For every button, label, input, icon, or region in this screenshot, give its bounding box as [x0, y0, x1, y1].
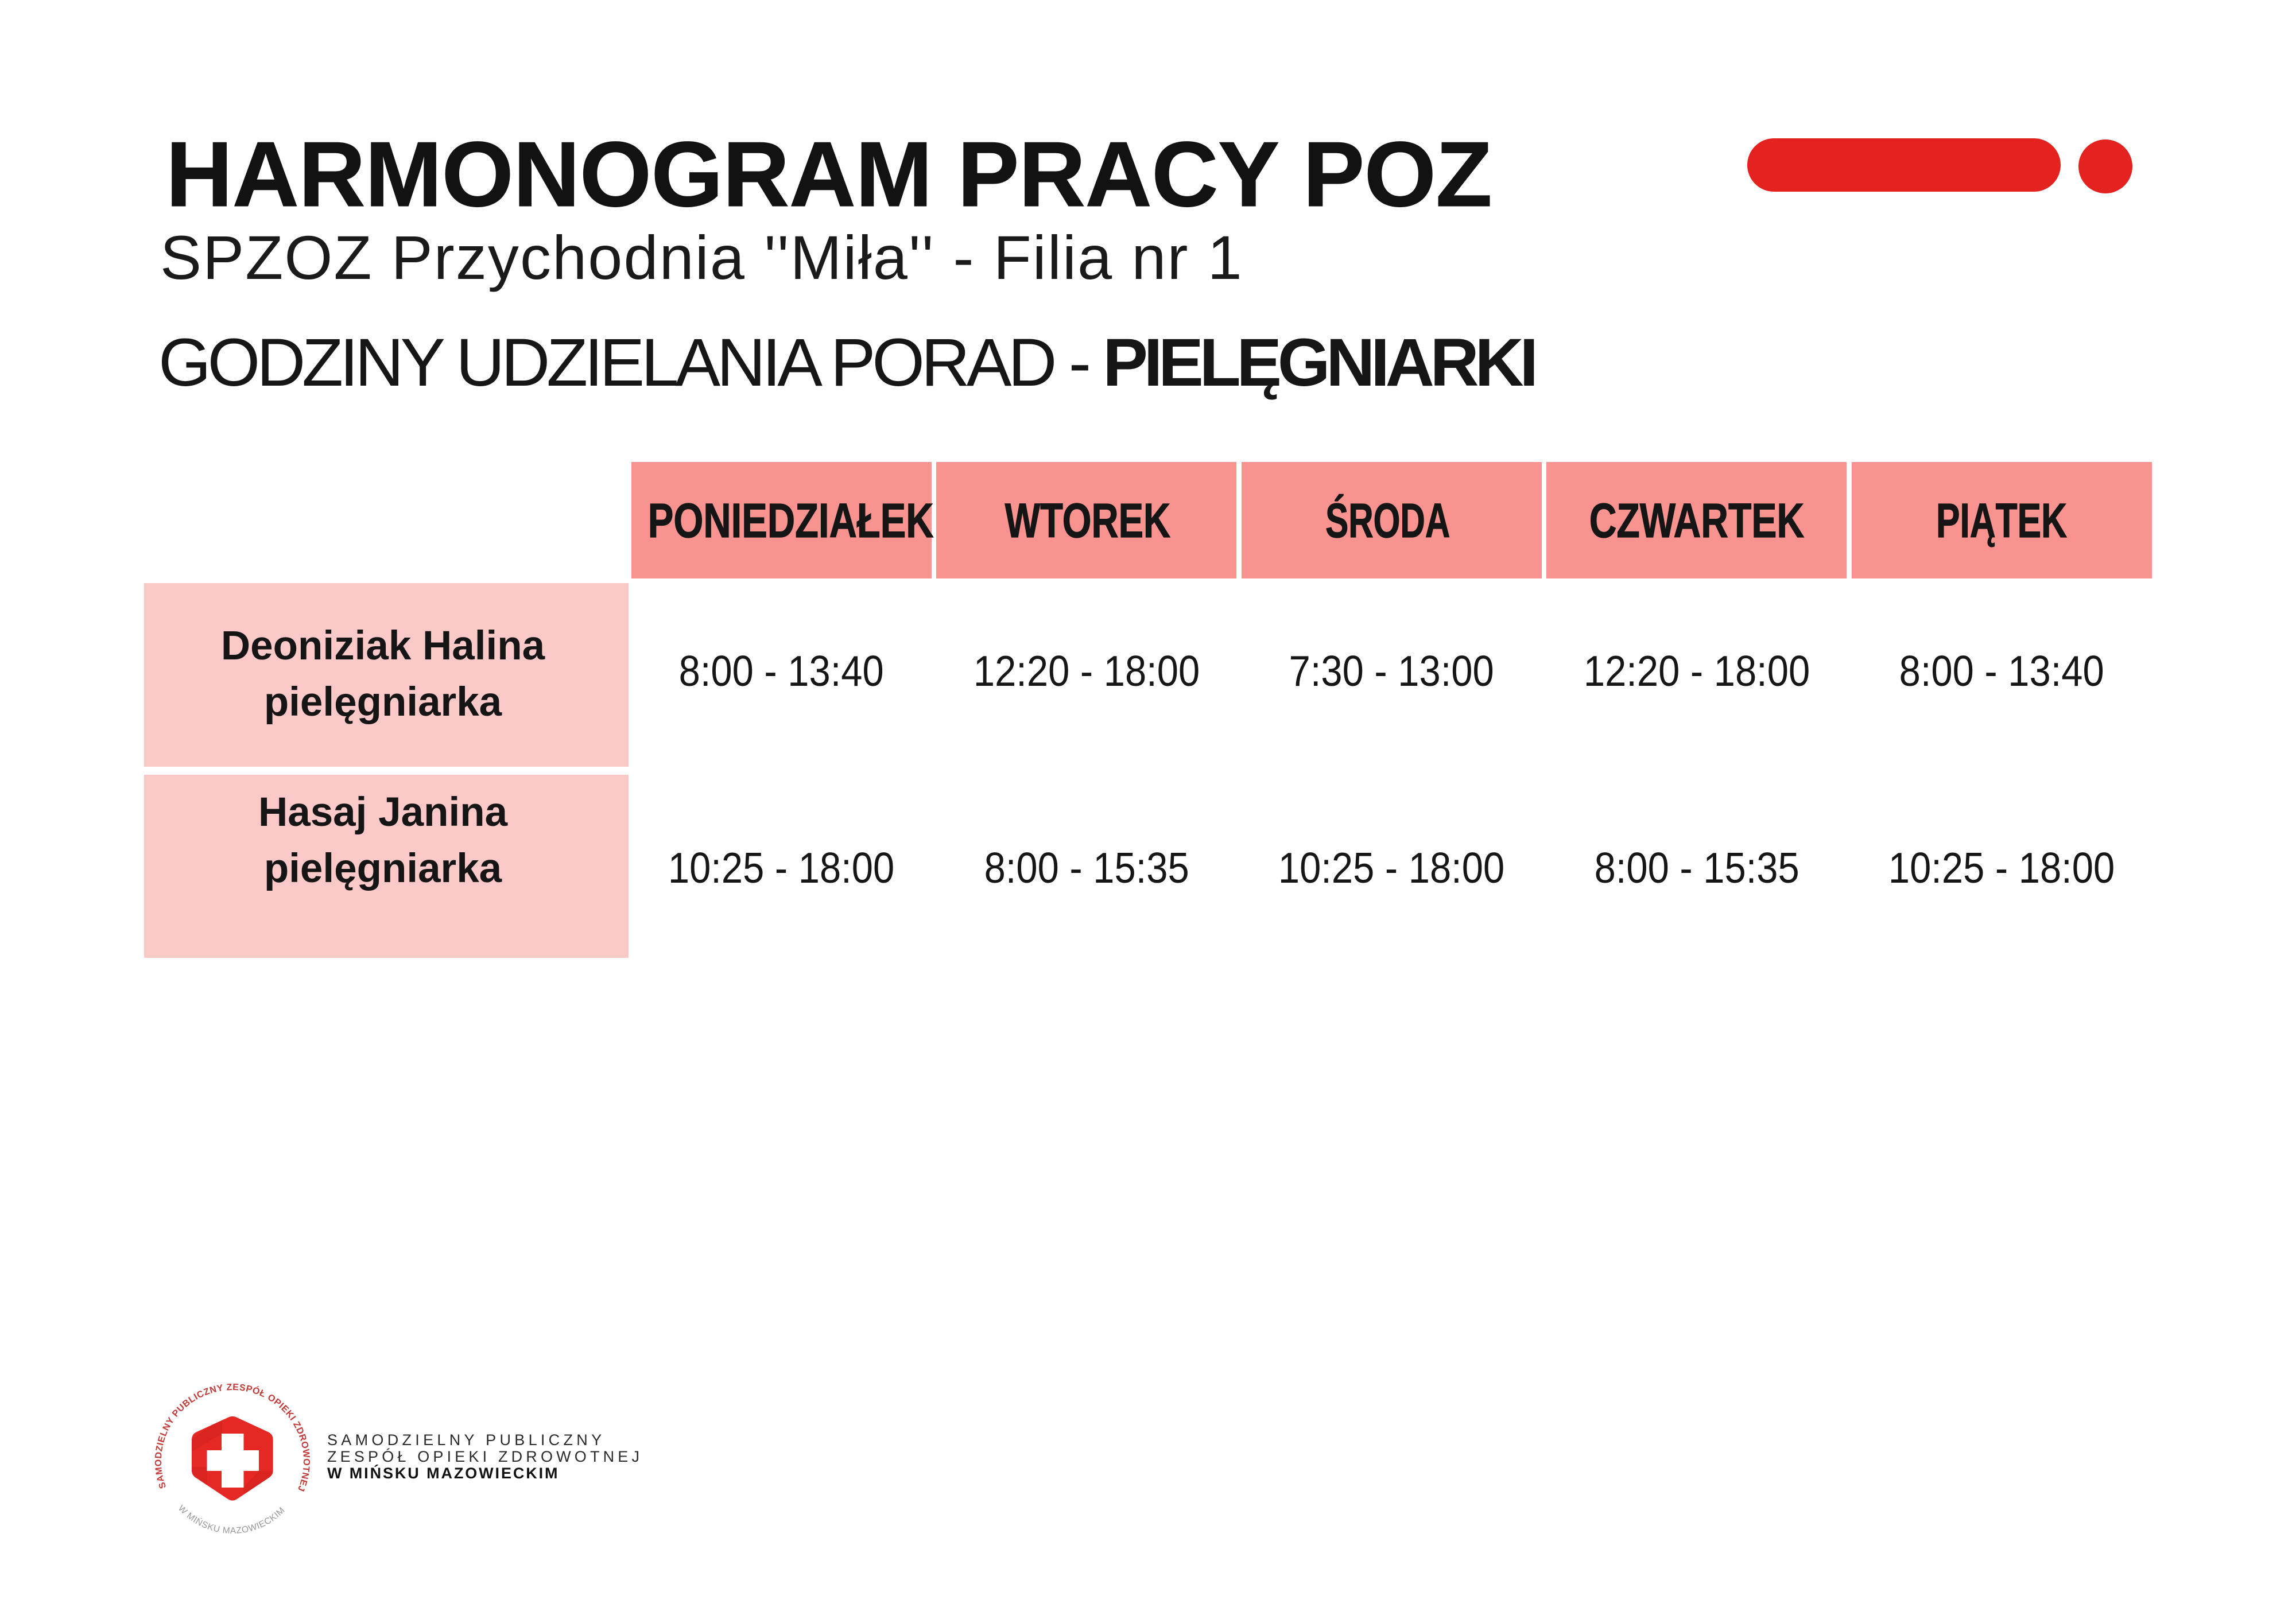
svg-text:W MIŃSKU MAZOWIECKIM: W MIŃSKU MAZOWIECKIM: [176, 1504, 286, 1536]
